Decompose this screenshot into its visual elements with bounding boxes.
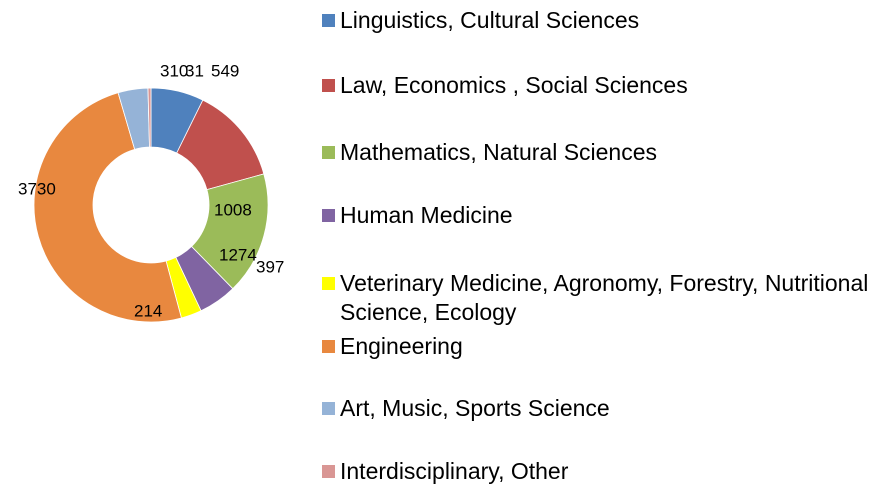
- legend-item: Engineering: [322, 332, 869, 361]
- donut-segment: [147, 87, 152, 148]
- legend-label: Human Medicine: [340, 202, 513, 228]
- legend-label: Mathematics, Natural Sciences: [340, 139, 658, 165]
- legend-item: Veterinary Medicine, Agronomy, Forestry,…: [322, 269, 869, 327]
- data-label: 214: [134, 301, 162, 320]
- legend-swatch: [322, 277, 335, 290]
- legend-swatch: [322, 79, 335, 92]
- data-label: 1274: [219, 245, 257, 264]
- data-label: 31: [185, 61, 204, 80]
- donut-segment: [33, 92, 182, 323]
- legend-item: Interdisciplinary, Other: [322, 457, 869, 486]
- legend-label: Engineering: [340, 333, 463, 359]
- legend-label: Veterinary Medicine, Agronomy, Forestry,…: [340, 270, 869, 325]
- data-label: 397: [256, 257, 284, 276]
- legend-swatch: [322, 14, 335, 27]
- legend-swatch: [322, 209, 335, 222]
- legend-swatch: [322, 402, 335, 415]
- legend-label: Art, Music, Sports Science: [340, 395, 610, 421]
- legend-item: Human Medicine: [322, 201, 869, 230]
- legend-label: Linguistics, Cultural Sciences: [340, 7, 640, 33]
- legend-item: Art, Music, Sports Science: [322, 394, 869, 423]
- legend-swatch: [322, 340, 335, 353]
- legend-swatch: [322, 465, 335, 478]
- legend-swatch: [322, 146, 335, 159]
- legend-item: Mathematics, Natural Sciences: [322, 138, 869, 167]
- data-label: 3730: [18, 179, 56, 198]
- legend-label: Law, Economics , Social Sciences: [340, 72, 688, 98]
- data-label: 1008: [214, 200, 252, 219]
- data-label: 310: [160, 61, 188, 80]
- data-label: 549: [211, 61, 239, 80]
- legend-item: Law, Economics , Social Sciences: [322, 71, 869, 100]
- legend-item: Linguistics, Cultural Sciences: [322, 6, 869, 35]
- legend-label: Interdisciplinary, Other: [340, 458, 569, 484]
